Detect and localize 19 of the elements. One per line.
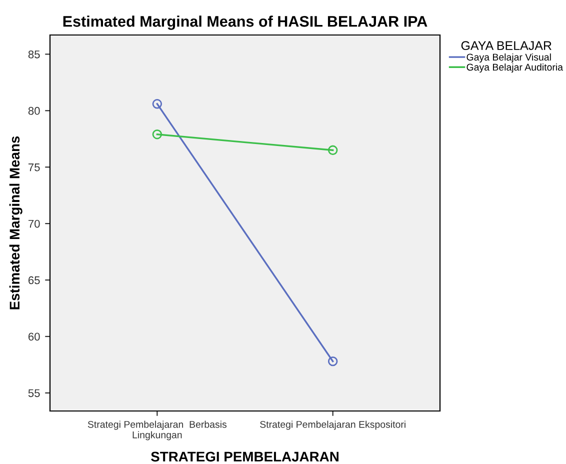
x-tick-label: Strategi Pembelajaran Ekspositori (260, 420, 406, 430)
y-tick-label: 60 (28, 332, 40, 341)
chart-title: Estimated Marginal Means of HASIL BELAJAR IPA (63, 16, 428, 30)
point (152, 130, 162, 140)
y-tick-label: 65 (28, 276, 40, 284)
point (152, 99, 162, 109)
y-tick-label: 85 (28, 50, 40, 58)
point (328, 356, 338, 366)
y-tick-label: 75 (28, 163, 40, 172)
x-axis-title: STRATEGI PEMBELAJARAN (151, 452, 338, 462)
y-tick-label: 70 (28, 220, 40, 228)
y-tick-label: 80 (28, 106, 40, 115)
y-axis-title: Estimated Marginal Means (9, 136, 22, 310)
legend-title: GAYA BELAJAR (461, 41, 552, 50)
legend-label: Gaya Belajar Visual (466, 53, 551, 63)
x-tick-label: Strategi Pembelajaran Berbasis Lingkungan (88, 420, 227, 440)
y-tick-label: 55 (28, 389, 40, 398)
legend-label: Gaya Belajar Auditoria (466, 63, 563, 73)
point (328, 145, 338, 156)
